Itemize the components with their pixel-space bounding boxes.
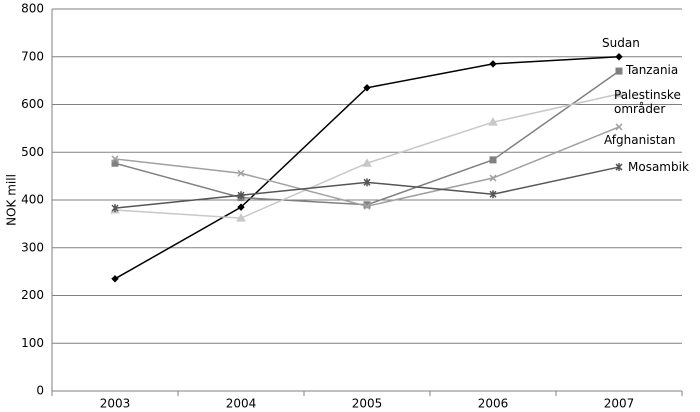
x-tick-label: 2003 xyxy=(100,397,131,411)
point xyxy=(615,163,623,172)
point xyxy=(489,174,497,182)
y-tick-label: 400 xyxy=(21,193,44,207)
point xyxy=(489,156,497,164)
y-tick-label: 500 xyxy=(21,145,44,159)
point xyxy=(488,117,498,126)
point xyxy=(236,213,246,222)
point xyxy=(615,53,623,61)
x-tick-label: 2007 xyxy=(604,397,635,411)
point xyxy=(111,159,119,167)
x-tick-label: 2006 xyxy=(478,397,509,411)
x-tick-label: 2005 xyxy=(352,397,383,411)
point xyxy=(489,190,497,199)
y-tick-label: 200 xyxy=(21,288,44,302)
point xyxy=(615,67,623,75)
point xyxy=(614,88,624,98)
y-tick-label: 800 xyxy=(21,2,44,16)
point xyxy=(237,203,245,211)
series-label: Palestinske områder xyxy=(614,88,681,116)
series-label: Afghanistan xyxy=(604,133,676,147)
point xyxy=(111,155,119,163)
point xyxy=(111,204,119,213)
point xyxy=(237,169,245,177)
point xyxy=(363,202,371,210)
point xyxy=(489,60,497,68)
series-label: Sudan xyxy=(602,36,640,50)
point xyxy=(111,275,119,283)
y-tick-label: 600 xyxy=(21,97,44,111)
point xyxy=(363,84,371,92)
point xyxy=(363,178,371,187)
point xyxy=(362,158,372,167)
y-tick-label: 100 xyxy=(21,336,44,350)
y-tick-label: 700 xyxy=(21,49,44,63)
series-label: Tanzania xyxy=(626,63,679,77)
series-label: Mosambik xyxy=(628,160,689,174)
y-axis-label: NOK mill xyxy=(5,174,19,226)
y-tick-label: 0 xyxy=(36,384,44,398)
point xyxy=(615,123,623,131)
x-tick-label: 2004 xyxy=(226,397,257,411)
point xyxy=(237,191,245,200)
y-tick-label: 300 xyxy=(21,240,44,254)
